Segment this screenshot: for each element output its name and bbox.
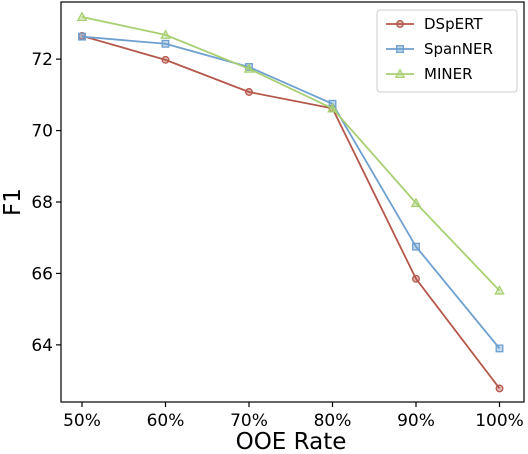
x-tick-label: 50% [63, 411, 101, 431]
data-point-dspert [495, 384, 504, 393]
data-point-miner [494, 285, 505, 295]
legend-label-spanner: SpanNER [424, 40, 493, 58]
data-point-miner [243, 63, 255, 73]
x-tick-label: 90% [397, 411, 435, 431]
legend-marker-spanner [396, 45, 404, 53]
data-point-miner [160, 29, 171, 39]
data-point-spanner [495, 344, 504, 353]
y-axis: 64 66 68 70 72 [31, 50, 61, 356]
y-tick-label: 70 [31, 122, 53, 142]
x-axis: 50% 60% 70% 80% 90% 100% [63, 402, 524, 431]
y-tick-label: 64 [31, 336, 53, 356]
series-line-dspert [81, 35, 501, 389]
data-point-miner [327, 102, 338, 113]
data-point-spanner [78, 32, 86, 41]
data-point-spanner [161, 39, 170, 48]
x-tick-label: 80% [314, 411, 352, 431]
legend: DSpERT SpanNER MINER [376, 9, 518, 93]
legend-box [376, 9, 518, 93]
series-line-spanner [81, 35, 501, 349]
x-tick-label: 60% [147, 411, 185, 431]
x-tick-label: 70% [230, 411, 268, 431]
data-point-dspert [412, 274, 420, 283]
legend-label-dspert: DSpERT [424, 15, 483, 33]
series-line-miner [81, 16, 501, 292]
data-point-dspert [161, 55, 170, 64]
data-point-dspert [245, 88, 253, 96]
data-point-miner [76, 11, 88, 22]
data-point-miner [410, 197, 422, 208]
legend-marker-miner [394, 68, 406, 79]
y-tick-label: 68 [31, 193, 53, 213]
series-miner [76, 11, 505, 295]
legend-marker-dspert [396, 20, 404, 28]
y-axis-title: F1 [0, 188, 26, 216]
data-point-spanner [412, 242, 420, 251]
y-tick-label: 72 [31, 50, 53, 70]
y-tick-label: 66 [31, 264, 53, 284]
series-layer [76, 11, 505, 393]
x-tick-label: 100% [475, 411, 524, 431]
legend-label-miner: MINER [424, 65, 473, 83]
x-axis-title: OOE Rate [236, 429, 347, 454]
